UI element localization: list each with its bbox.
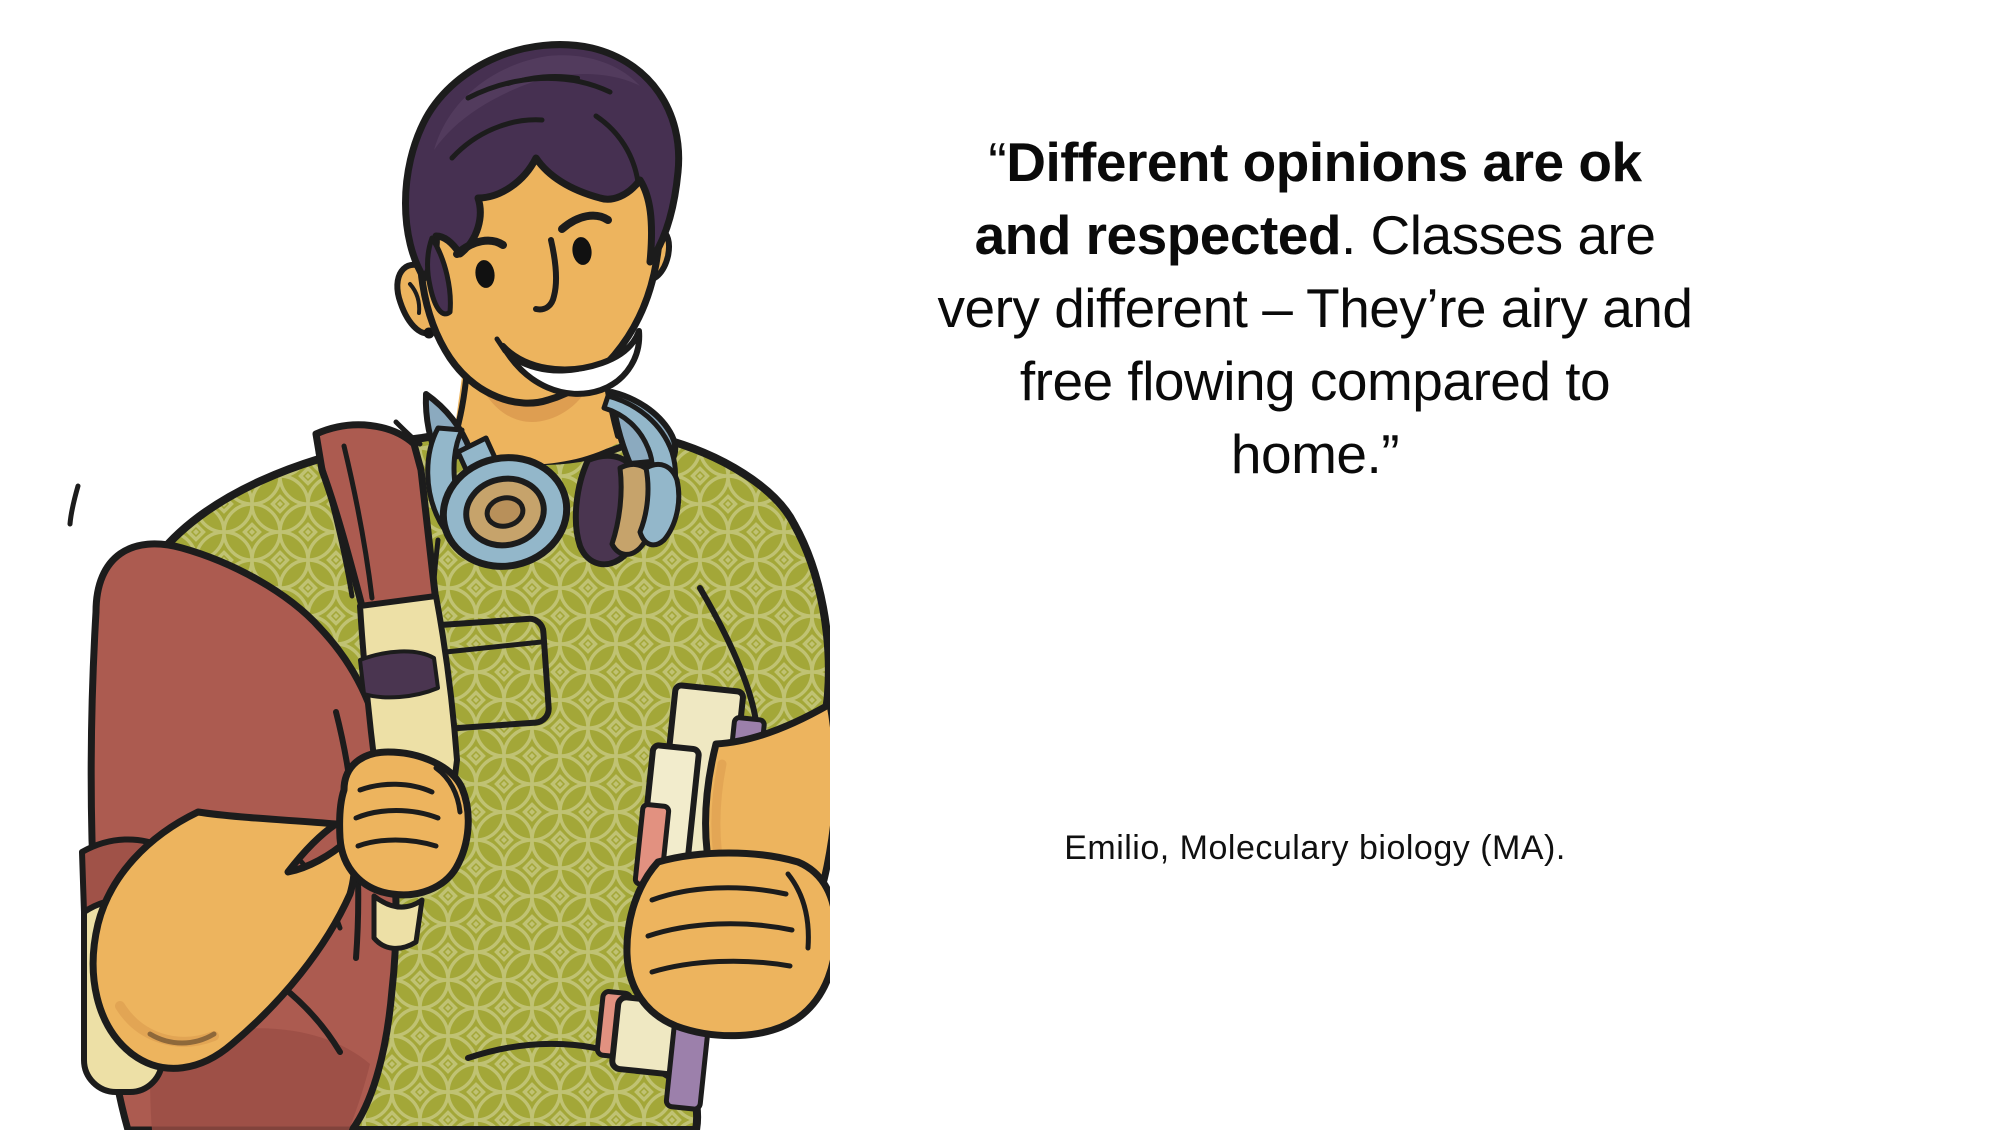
- accent-marks: [67, 483, 81, 527]
- quote-bold-2: and respected: [974, 204, 1342, 266]
- left-eye: [475, 260, 495, 288]
- quote-line-5: home.”: [1230, 423, 1400, 485]
- attribution: Emilio, Moleculary biology (MA).: [1064, 829, 1566, 867]
- quote-rest-2: . Classes are: [1340, 204, 1656, 266]
- quote-text: “Different opinions are ok and respected…: [868, 126, 1762, 491]
- left-eyebrow: [453, 236, 507, 258]
- headphone-cup-front: [439, 454, 571, 570]
- left-arm: [89, 748, 472, 1072]
- quote-line-2: and respected. Classes are: [868, 199, 1762, 272]
- right-arm: [623, 700, 830, 1040]
- right-eyebrow: [558, 211, 612, 233]
- quote-bold-1: Different opinions are ok: [1006, 131, 1642, 193]
- quote-line-4: free flowing compared to: [1019, 350, 1611, 412]
- sideburn: [425, 235, 453, 317]
- right-eye: [572, 237, 592, 265]
- headphone-cup-right-blue: [637, 462, 682, 548]
- quote-open-mark: “: [988, 131, 1007, 193]
- quote-line-3: very different – They’re airy and: [937, 277, 1693, 339]
- backpack-strap: [312, 421, 440, 618]
- quote-line-1: “Different opinions are ok: [868, 126, 1762, 199]
- right-hand: [623, 849, 830, 1040]
- student-illustration: [67, 41, 830, 1130]
- nose: [533, 237, 560, 313]
- headphones: [425, 393, 682, 570]
- left-hand: [336, 748, 472, 899]
- mouth: [494, 328, 643, 397]
